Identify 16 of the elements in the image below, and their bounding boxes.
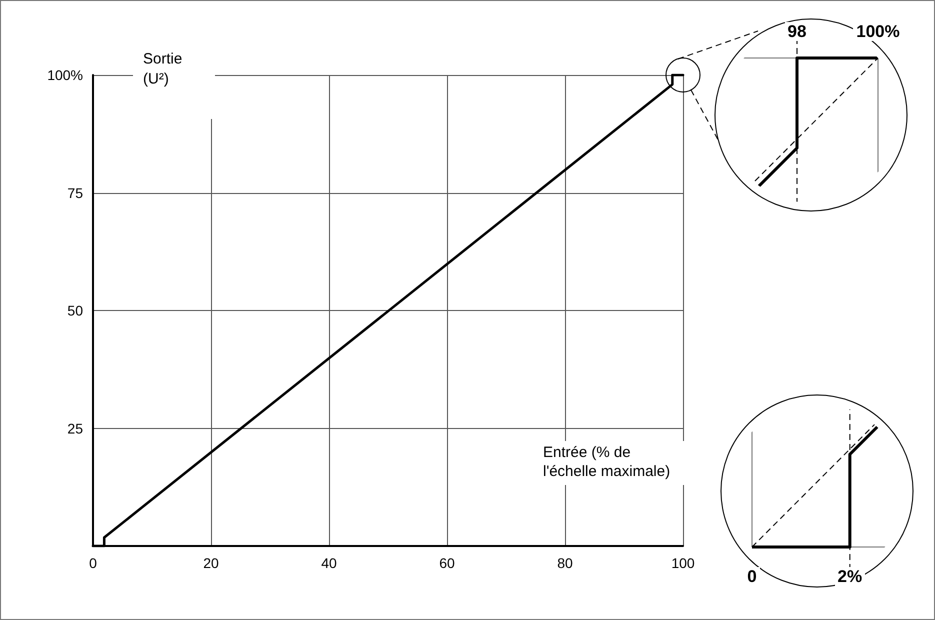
x-tick-label: 20 [203,555,219,571]
x-tick-label: 80 [557,555,573,571]
x-tick-label: 0 [89,555,98,571]
x-tick-label: 60 [439,555,455,571]
x-axis-title: Entrée (% de l'échelle maximale) [543,444,670,480]
y-tick-label: 50 [67,302,84,318]
y-tick-label: 75 [67,184,84,201]
y-tick-label: 25 [67,420,84,436]
text: 100% [853,22,903,41]
x-tick-label: 100 [671,555,695,571]
text: 0 [744,567,760,586]
text: 2% [834,567,866,586]
y-axis-title: Sortie (U²) [143,50,186,88]
x-tick-label: 40 [321,555,337,571]
y-tick-label: 100% [47,67,83,83]
text: 98 [784,22,810,41]
